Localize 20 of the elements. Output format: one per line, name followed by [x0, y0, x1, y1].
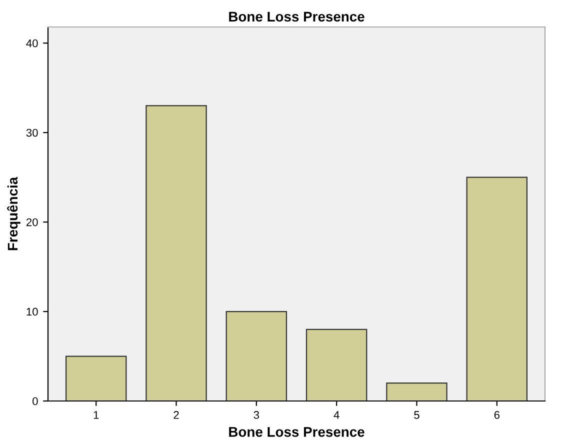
y-axis-title: Frequência	[7, 176, 20, 250]
bar	[65, 356, 127, 401]
bar	[386, 382, 448, 401]
y-tick-label: 30	[26, 128, 38, 137]
bar	[146, 105, 207, 401]
x-axis-title: Bone Loss Presence	[229, 427, 364, 437]
y-tick-label: 10	[26, 308, 38, 316]
bar	[466, 176, 528, 401]
x-tick-label: 2	[174, 411, 179, 419]
y-tick-label: 40	[26, 39, 38, 48]
x-tick-label: 4	[334, 411, 340, 419]
chart-title: Bone Loss Presence	[229, 12, 364, 22]
x-tick-label: 6	[494, 411, 500, 419]
x-tick-label: 3	[254, 411, 260, 419]
y-tick-label: 0	[32, 397, 38, 406]
x-tick-label: 1	[94, 411, 99, 419]
bar	[306, 328, 368, 401]
bar	[226, 310, 288, 401]
x-tick-label: 5	[414, 411, 420, 419]
y-tick-label: 20	[26, 218, 38, 226]
